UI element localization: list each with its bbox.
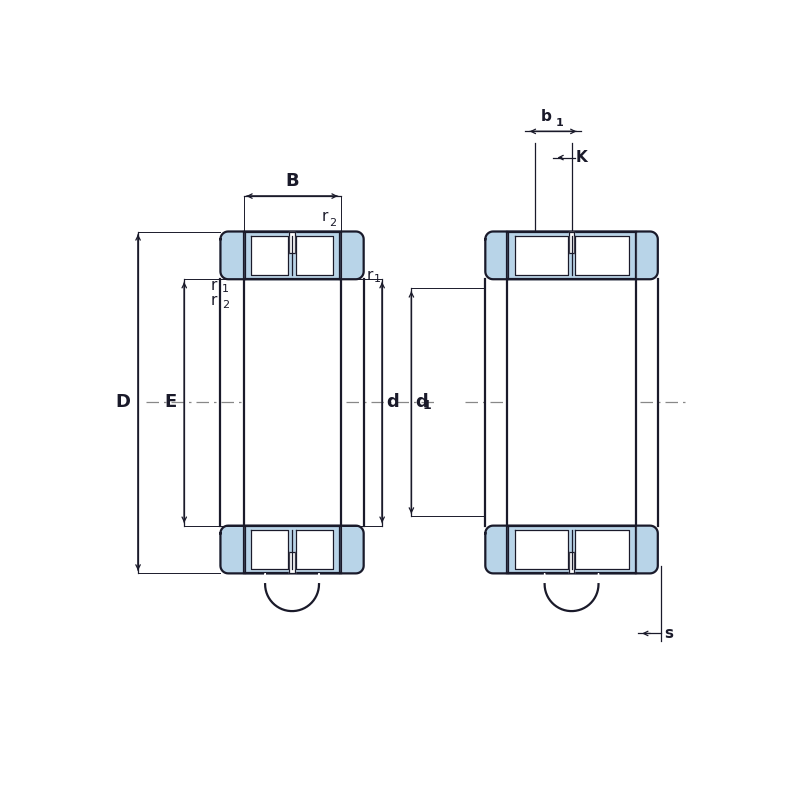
Text: s: s [665, 626, 674, 641]
Polygon shape [251, 236, 288, 275]
Text: d: d [386, 394, 399, 412]
Text: D: D [115, 394, 131, 412]
Polygon shape [569, 552, 574, 574]
Text: K: K [576, 150, 587, 165]
Text: r: r [210, 294, 217, 309]
Text: b: b [541, 109, 551, 124]
Text: r: r [367, 268, 373, 283]
Polygon shape [265, 574, 319, 611]
Polygon shape [508, 231, 635, 279]
Polygon shape [485, 231, 658, 279]
Text: 1: 1 [374, 274, 380, 284]
Text: d: d [415, 394, 428, 412]
Polygon shape [515, 530, 568, 569]
Polygon shape [296, 530, 333, 569]
Polygon shape [245, 526, 339, 574]
Polygon shape [290, 552, 294, 574]
Polygon shape [243, 231, 341, 574]
Text: 1: 1 [222, 284, 229, 294]
Text: r: r [321, 209, 328, 224]
Polygon shape [569, 231, 574, 253]
Text: B: B [285, 172, 299, 190]
Text: E: E [165, 394, 177, 412]
Polygon shape [508, 526, 635, 574]
Text: 1: 1 [423, 399, 431, 412]
Polygon shape [576, 530, 629, 569]
Polygon shape [576, 236, 629, 275]
Polygon shape [485, 526, 658, 574]
Polygon shape [245, 231, 339, 279]
Polygon shape [515, 236, 568, 275]
Polygon shape [290, 231, 294, 253]
Text: 1: 1 [556, 117, 563, 127]
Text: 2: 2 [329, 218, 336, 227]
Text: 2: 2 [222, 300, 229, 309]
Polygon shape [221, 231, 363, 279]
Text: r: r [210, 278, 217, 293]
Polygon shape [221, 526, 363, 574]
Polygon shape [507, 231, 637, 574]
Polygon shape [296, 236, 333, 275]
Polygon shape [251, 530, 288, 569]
Polygon shape [545, 574, 599, 611]
